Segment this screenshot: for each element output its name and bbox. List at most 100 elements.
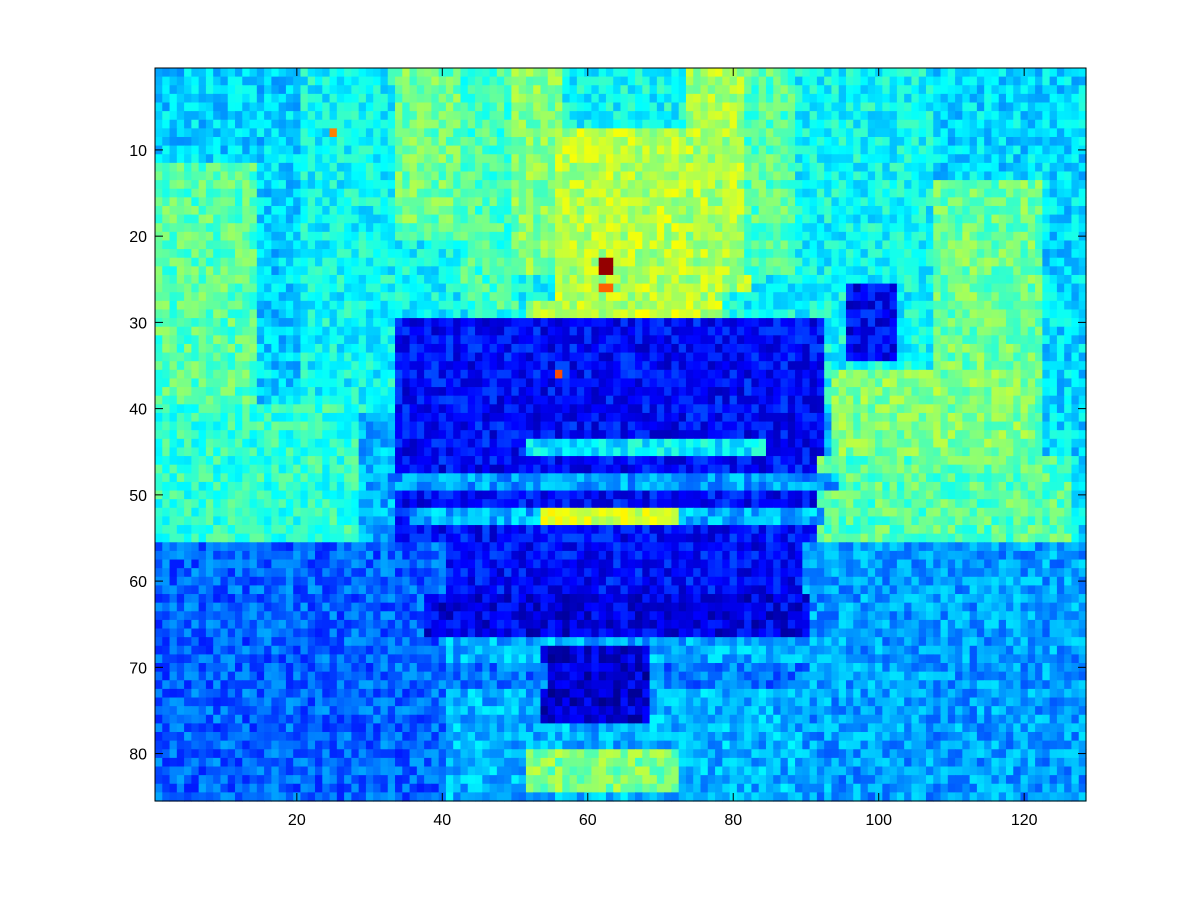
heatmap-cell [722, 197, 731, 207]
heatmap-cell [736, 395, 745, 405]
heatmap-cell [489, 188, 498, 198]
heatmap-cell [925, 395, 934, 405]
heatmap-cell [198, 128, 207, 138]
heatmap-cell [285, 197, 294, 207]
heatmap-cell [205, 274, 214, 285]
heatmap-cell [845, 214, 854, 224]
heatmap-cell [184, 249, 192, 259]
heatmap-cell [1020, 136, 1029, 147]
heatmap-cell [395, 197, 403, 207]
heatmap-cell [1042, 300, 1051, 311]
heatmap-cell [911, 205, 920, 216]
heatmap-cell [627, 309, 636, 319]
heatmap-cell [482, 240, 491, 250]
heatmap-cell [424, 188, 432, 198]
heatmap-cell [685, 283, 694, 293]
heatmap-cell [365, 214, 374, 224]
heatmap-cell [227, 343, 236, 354]
heatmap-cell [460, 111, 469, 121]
heatmap-cell [162, 257, 171, 267]
heatmap-cell [293, 119, 302, 129]
heatmap-cell [729, 387, 738, 397]
heatmap-cell [838, 395, 847, 405]
heatmap-cell [671, 171, 680, 181]
heatmap-cell [809, 240, 818, 250]
heatmap-cell [453, 205, 462, 216]
heatmap-cell [845, 197, 854, 207]
heatmap-cell [344, 188, 352, 198]
heatmap-cell [729, 102, 738, 112]
heatmap-cell [940, 136, 949, 147]
heatmap-cell [293, 257, 302, 267]
heatmap-cell [998, 102, 1007, 112]
heatmap-cell [620, 326, 629, 336]
heatmap-cell [198, 240, 207, 250]
heatmap-cell [555, 266, 563, 276]
heatmap-cell [576, 119, 585, 129]
heatmap-cell [584, 119, 592, 129]
heatmap-cell [344, 85, 352, 95]
heatmap-cell [758, 68, 767, 78]
heatmap-cell [213, 387, 222, 397]
heatmap-cell [460, 197, 469, 207]
heatmap-cell [962, 249, 971, 259]
heatmap-cell [598, 274, 607, 285]
heatmap-cell [540, 102, 549, 112]
heatmap-cell [715, 136, 723, 147]
heatmap-cell [540, 266, 549, 276]
heatmap-cell [904, 93, 913, 104]
heatmap-cell [635, 171, 643, 181]
heatmap-cell [809, 188, 818, 198]
heatmap-cell [285, 361, 294, 371]
heatmap-cell [896, 231, 905, 242]
heatmap-cell [205, 102, 214, 112]
heatmap-cell [416, 292, 425, 302]
heatmap-cell [613, 188, 622, 198]
heatmap-cell [649, 136, 658, 147]
heatmap-cell [998, 119, 1007, 129]
heatmap-cell [162, 111, 171, 121]
heatmap-cell [322, 240, 331, 250]
heatmap-cell [191, 309, 200, 319]
heatmap-cell [285, 188, 294, 198]
heatmap-cell [780, 266, 789, 276]
heatmap-cell [635, 352, 643, 362]
heatmap-cell [249, 205, 258, 216]
heatmap-cell [802, 283, 811, 293]
heatmap-cell [205, 300, 214, 311]
heatmap-cell [998, 318, 1007, 328]
heatmap-cell [533, 214, 542, 224]
heatmap-cell [649, 249, 658, 259]
heatmap-cell [940, 197, 949, 207]
heatmap-cell [1020, 240, 1029, 250]
heatmap-cell [475, 343, 483, 354]
heatmap-cell [605, 283, 614, 293]
heatmap-cell [1042, 145, 1051, 155]
heatmap-cell [1005, 111, 1014, 121]
heatmap-cell [976, 197, 985, 207]
heatmap-cell [315, 231, 323, 242]
heatmap-cell [758, 171, 767, 181]
heatmap-cell [373, 214, 382, 224]
heatmap-cell [525, 395, 534, 405]
heatmap-cell [991, 378, 1000, 388]
heatmap-cell [249, 102, 258, 112]
heatmap-cell [155, 205, 163, 216]
heatmap-cell [584, 318, 592, 328]
heatmap-cell [235, 292, 243, 302]
heatmap-cell [889, 378, 898, 388]
heatmap-cell [584, 395, 592, 405]
heatmap-cell [475, 352, 483, 362]
heatmap-cell [467, 85, 476, 95]
heatmap-cell [344, 300, 352, 311]
heatmap-cell [729, 188, 738, 198]
heatmap-cell [562, 309, 571, 319]
heatmap-cell [969, 266, 978, 276]
heatmap-cell [496, 343, 505, 354]
heatmap-cell [191, 318, 200, 328]
heatmap-cell [1005, 283, 1014, 293]
heatmap-cell [344, 136, 352, 147]
heatmap-cell [438, 274, 447, 285]
heatmap-cell [685, 300, 694, 311]
heatmap-cell [242, 197, 251, 207]
